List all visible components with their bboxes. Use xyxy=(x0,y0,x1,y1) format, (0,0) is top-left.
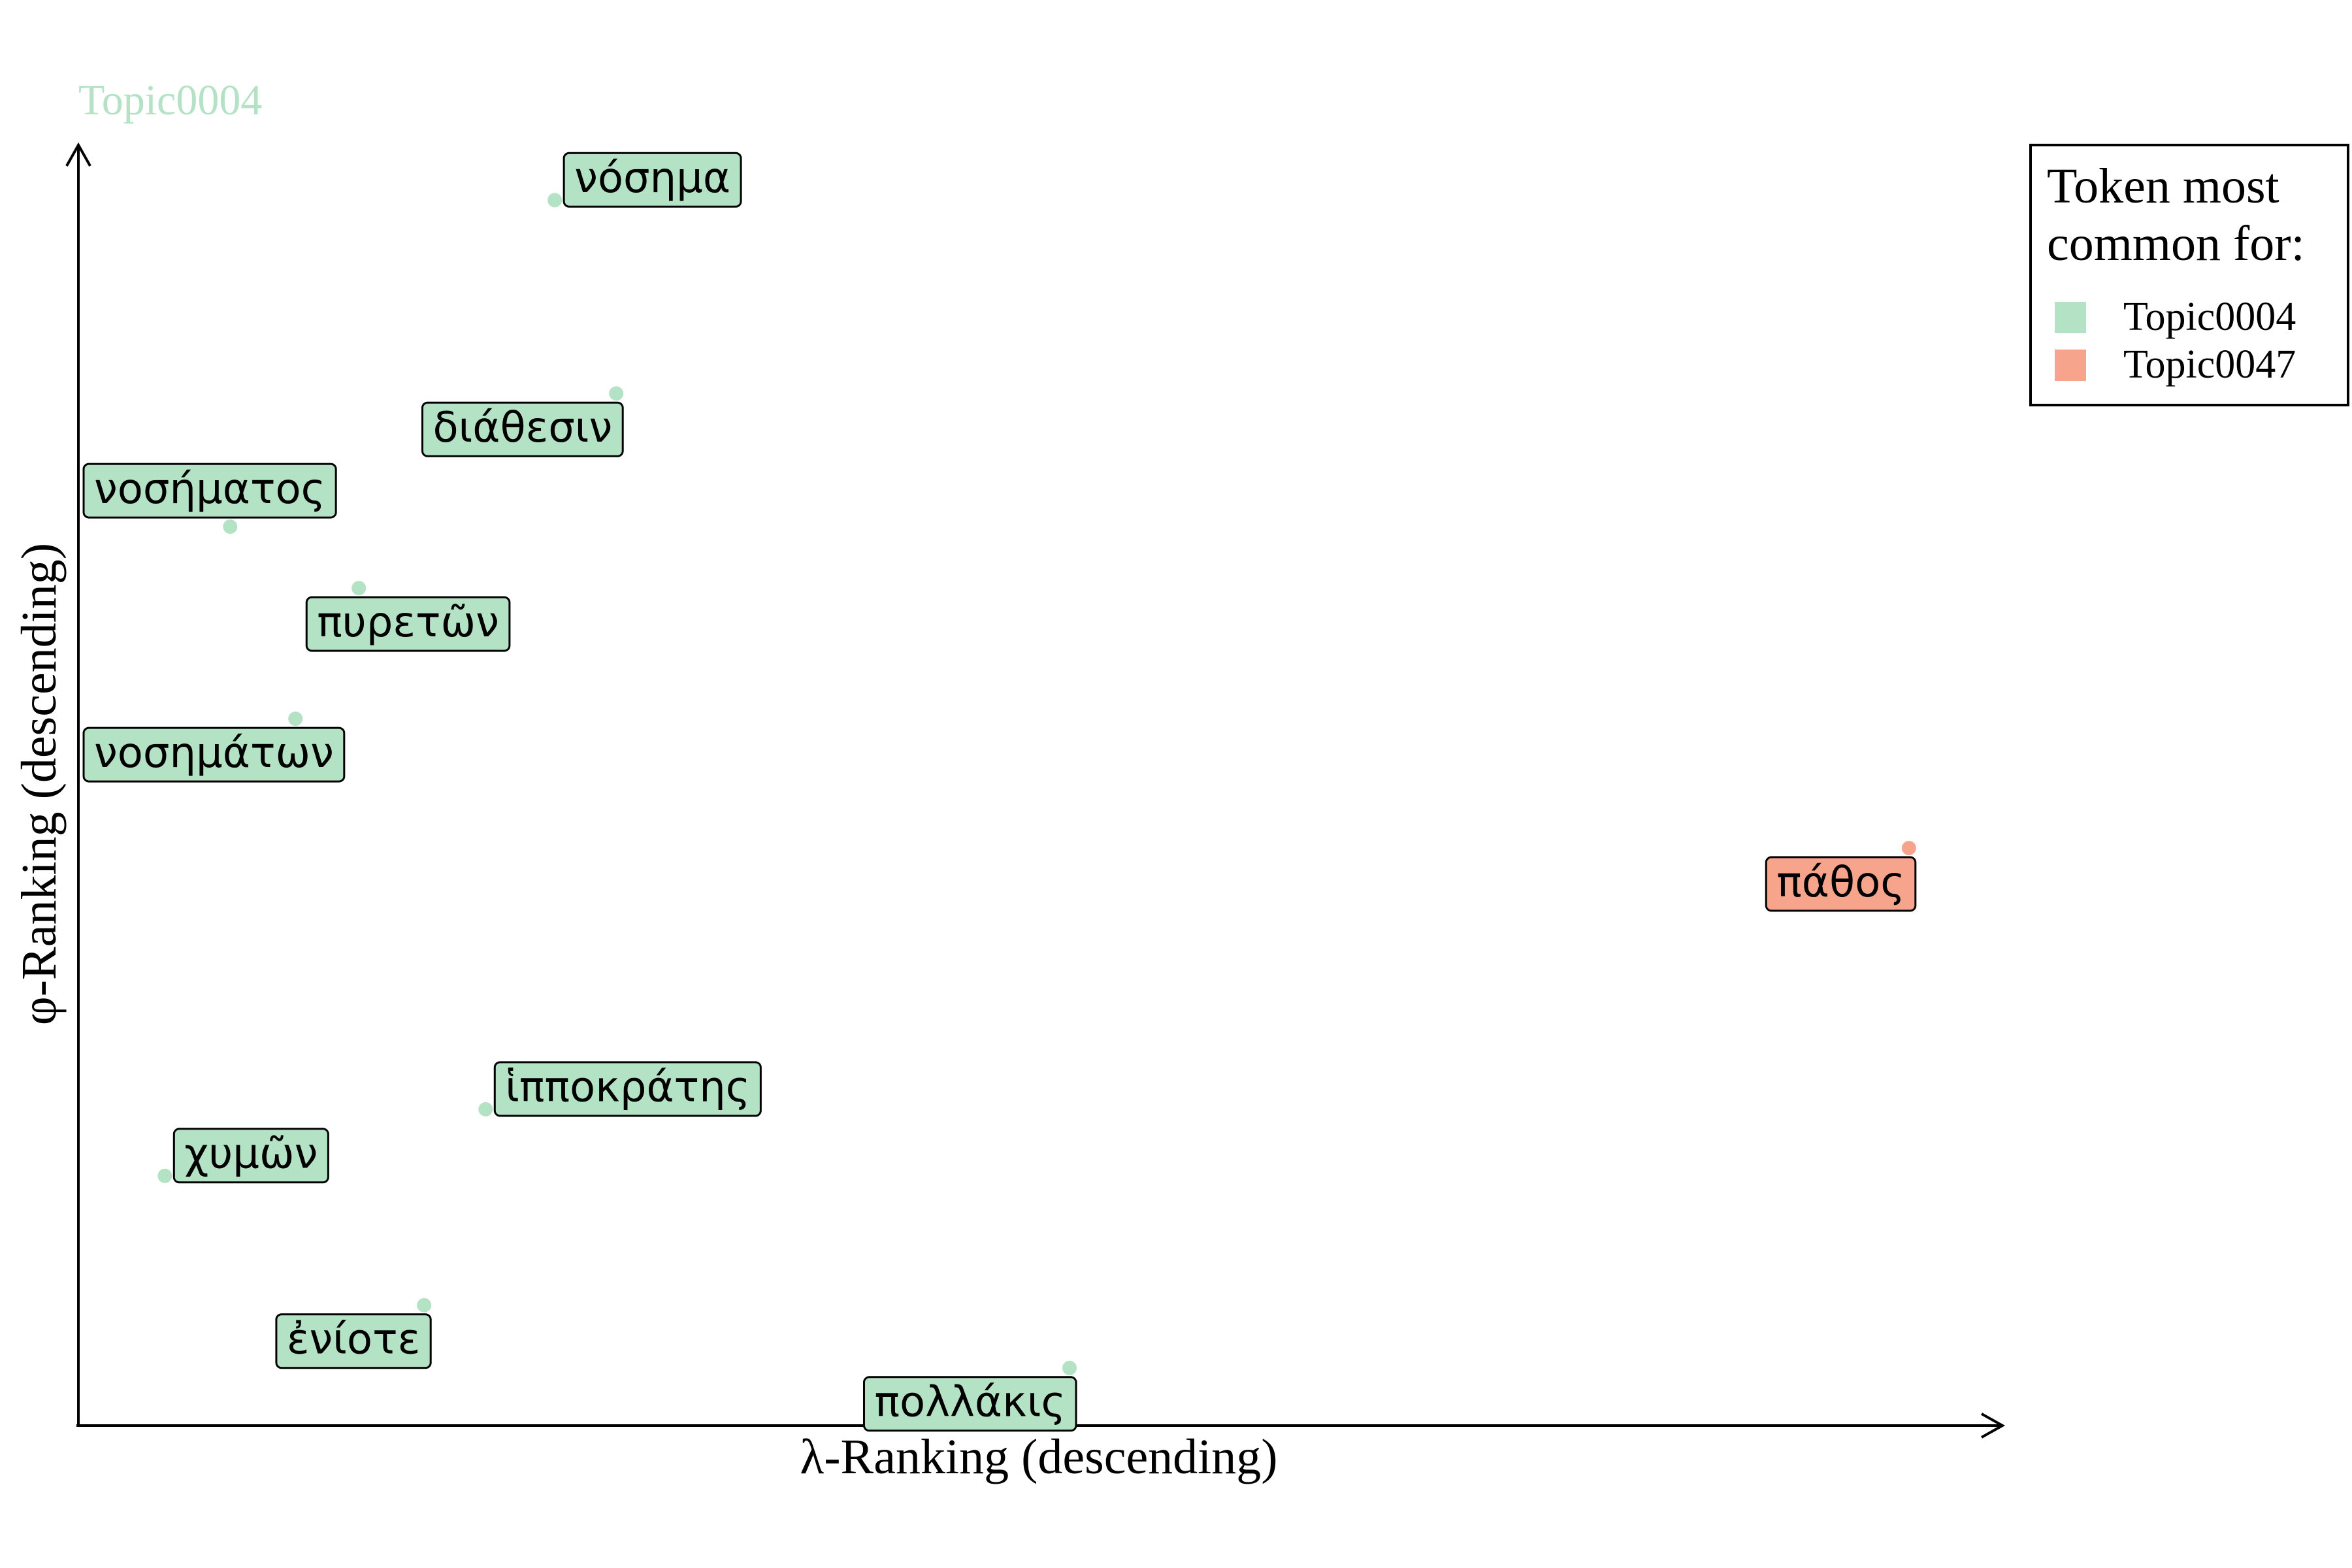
point-label: νόσημα xyxy=(574,154,730,203)
point-label: νοσημάτων xyxy=(94,729,334,777)
data-point-group: πυρετῶν xyxy=(305,581,511,652)
data-point xyxy=(157,1168,172,1183)
legend-title-line-1: Token most xyxy=(2047,159,2279,214)
data-point xyxy=(1901,841,1916,856)
legend-label-topic0047: Topic0047 xyxy=(2123,342,2296,387)
data-point-group: πολλάκις xyxy=(862,1360,1077,1432)
data-point-group: νοσημάτων xyxy=(82,711,346,783)
point-label-box xyxy=(82,463,337,519)
x-axis-label: λ-Ranking (descending) xyxy=(800,1429,1277,1484)
point-label: χυμῶν xyxy=(184,1130,318,1179)
y-axis-label: φ-Ranking (descending) xyxy=(12,543,67,1025)
point-label-box xyxy=(172,1128,329,1184)
data-point-group: πάθος xyxy=(1765,841,1917,912)
point-label: πολλάκις xyxy=(874,1379,1066,1427)
point-label: πάθος xyxy=(1776,858,1905,907)
point-label-box xyxy=(305,596,511,652)
legend-swatch-topic0047 xyxy=(2055,350,2086,381)
data-point xyxy=(609,386,624,401)
chart-title: Topic0004 xyxy=(78,76,262,124)
data-point-group: νόσημα xyxy=(547,152,742,208)
legend: Token most common for: Topic0004 Topic00… xyxy=(2029,144,2349,406)
data-point xyxy=(223,519,238,534)
point-label: πυρετῶν xyxy=(317,598,499,647)
point-label-box xyxy=(862,1376,1077,1432)
data-point xyxy=(351,581,367,596)
points-layer: νόσημα διάθεσιν νοσήματος πυρετῶν νοσημάτων π… xyxy=(82,152,1917,1432)
legend-label-topic0004: Topic0004 xyxy=(2123,295,2296,339)
point-label: νοσήματος xyxy=(94,465,325,514)
data-point xyxy=(547,193,563,208)
data-point xyxy=(288,711,303,727)
point-label: ἐνίοτε xyxy=(287,1316,420,1364)
legend-swatch-topic0004 xyxy=(2055,302,2086,333)
point-label-box xyxy=(275,1313,432,1369)
point-label: διάθεσιν xyxy=(433,404,612,452)
data-point xyxy=(417,1298,432,1313)
point-label-box xyxy=(493,1061,762,1117)
y-axis-arrow xyxy=(65,142,91,167)
data-point-group: νοσήματος xyxy=(82,463,337,534)
legend-title-line-2: common for: xyxy=(2047,216,2305,271)
point-label: ἱπποκράτης xyxy=(505,1064,750,1112)
data-point xyxy=(1062,1360,1077,1375)
data-point-group: χυμῶν xyxy=(157,1128,329,1184)
data-point-group: διάθεσιν xyxy=(421,386,624,457)
point-label-box xyxy=(1765,856,1917,912)
data-point-group: ἐνίοτε xyxy=(275,1298,432,1369)
point-label-box xyxy=(421,401,624,457)
data-point-group: ἱπποκράτης xyxy=(478,1061,762,1117)
point-label-box xyxy=(82,727,346,783)
x-axis-arrow xyxy=(1981,1413,2006,1439)
point-label-box xyxy=(563,152,742,208)
data-point xyxy=(478,1102,493,1117)
